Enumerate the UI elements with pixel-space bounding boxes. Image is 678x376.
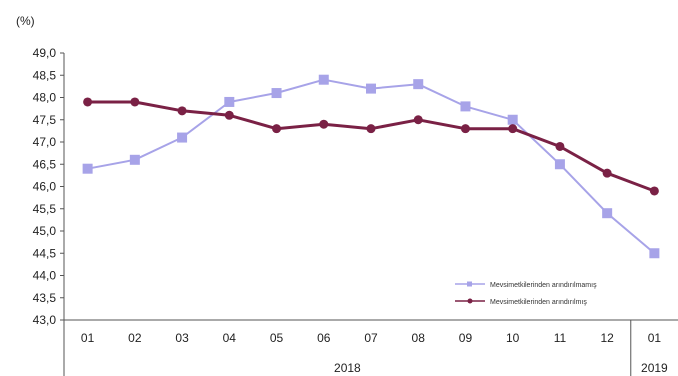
series-line xyxy=(87,100,655,193)
x-tick-label: 11 xyxy=(554,331,567,345)
y-tick-label: 45,0 xyxy=(33,224,57,238)
y-axis-ticks: 43,0 43,5 44,0 44,5 45,0 45,5 46,0 46,5 47,0 47,5… xyxy=(33,46,64,327)
year-label: 2018 xyxy=(334,361,361,375)
x-tick-label: 12 xyxy=(600,331,614,345)
data-point xyxy=(649,186,659,196)
data-point xyxy=(224,96,235,107)
y-tick-label: 47,0 xyxy=(33,135,57,149)
data-point xyxy=(649,248,660,259)
data-point xyxy=(507,114,518,125)
data-point xyxy=(82,163,93,174)
year-label: 2019 xyxy=(641,361,668,375)
series-line xyxy=(87,78,656,255)
data-point xyxy=(554,159,565,170)
x-tick-label: 09 xyxy=(459,331,473,345)
data-point xyxy=(271,88,282,99)
data-point xyxy=(129,154,140,165)
data-point xyxy=(318,74,329,85)
x-tick-label: 02 xyxy=(128,331,142,345)
legend-label: Mevsimetkilerinden arındırılmış xyxy=(490,299,587,306)
data-point xyxy=(413,79,424,90)
x-tick-label: 05 xyxy=(270,331,284,345)
legend-marker xyxy=(467,298,473,304)
y-tick-label: 46,0 xyxy=(33,180,57,194)
data-point xyxy=(460,124,470,134)
x-tick-label: 08 xyxy=(412,331,426,345)
y-axis-unit-label: (%) xyxy=(16,14,35,28)
data-point xyxy=(555,141,565,151)
y-tick-label: 43,5 xyxy=(33,291,57,305)
y-tick-label: 43,0 xyxy=(33,313,57,327)
y-tick-label: 45,5 xyxy=(33,202,57,216)
data-point xyxy=(366,124,376,134)
x-tick-label: 01 xyxy=(648,331,662,345)
data-point xyxy=(83,97,93,107)
legend-label: Mevsimetkilerinden arındırılmamış xyxy=(490,282,597,289)
data-point xyxy=(508,124,518,134)
data-point xyxy=(602,168,612,178)
data-point xyxy=(224,110,234,120)
y-tick-label: 44,5 xyxy=(33,246,57,260)
data-point xyxy=(319,119,329,129)
y-tick-label: 48,5 xyxy=(33,68,57,82)
data-point xyxy=(366,83,376,94)
x-tick-label: 07 xyxy=(364,331,378,345)
x-tick-label: 01 xyxy=(81,331,95,345)
axes xyxy=(63,53,678,376)
series-layer xyxy=(82,74,660,259)
data-point xyxy=(130,97,140,107)
x-tick-label: 04 xyxy=(223,331,237,345)
x-tick-label: 03 xyxy=(175,331,189,345)
data-point xyxy=(602,208,613,219)
legend-marker xyxy=(467,281,472,287)
data-point xyxy=(177,106,187,116)
legend: Mevsimetkilerinden arındırılmamış Mevsime… xyxy=(455,281,597,306)
data-point xyxy=(413,115,423,125)
y-tick-label: 44,0 xyxy=(33,269,57,283)
data-point xyxy=(460,101,471,112)
data-point xyxy=(272,124,282,134)
y-tick-label: 48,0 xyxy=(33,91,57,105)
y-tick-label: 47,5 xyxy=(33,113,57,127)
y-tick-label: 46,5 xyxy=(33,157,57,171)
x-tick-label: 10 xyxy=(506,331,520,345)
data-point xyxy=(177,132,188,143)
y-tick-label: 49,0 xyxy=(33,46,57,60)
x-axis-ticks: 01 02 03 04 05 06 07 08 09 10 11 12 01 2018 2019 xyxy=(81,331,668,375)
x-tick-label: 06 xyxy=(317,331,331,345)
